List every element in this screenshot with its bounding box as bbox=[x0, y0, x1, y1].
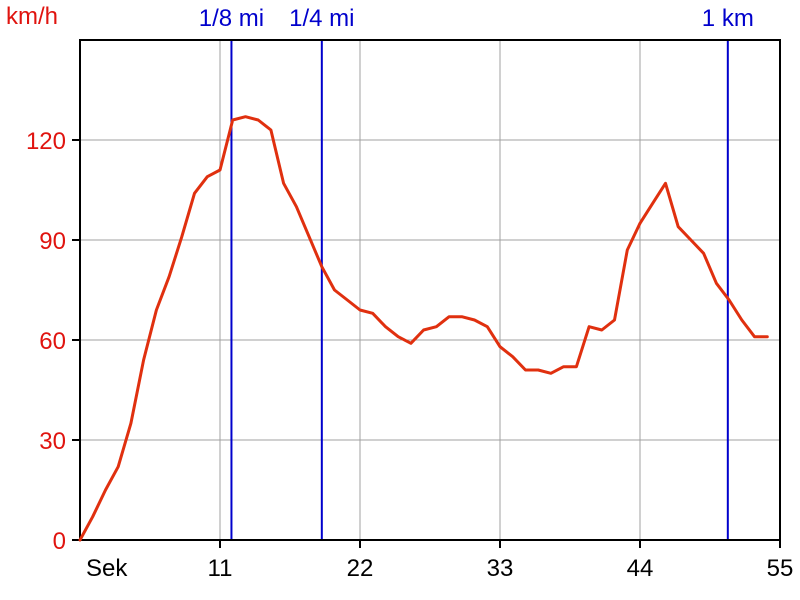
x-tick-label: 33 bbox=[487, 555, 514, 582]
distance-markers: 1/8 mi 1/4 mi 1 km bbox=[199, 5, 754, 540]
x-tick-label: 44 bbox=[627, 555, 654, 582]
x-tick-label: 22 bbox=[347, 555, 374, 582]
grid-lines bbox=[80, 40, 780, 540]
x-axis-unit-label: Sek bbox=[86, 555, 128, 582]
x-tick-label: 11 bbox=[208, 555, 233, 582]
y-tick-label: 120 bbox=[26, 128, 66, 155]
plot-border bbox=[79, 39, 781, 541]
y-tick-label: 90 bbox=[39, 228, 66, 255]
series-layer bbox=[78, 115, 769, 542]
distance-marker-label: 1/4 mi bbox=[289, 5, 354, 32]
y-tick-label: 30 bbox=[39, 428, 66, 455]
distance-marker-label: 1/8 mi bbox=[199, 5, 264, 32]
y-axis-unit-label: km/h bbox=[6, 3, 58, 30]
distance-marker-label: 1 km bbox=[702, 5, 754, 32]
y-tick-labels: 0 30 60 90 120 bbox=[26, 128, 66, 555]
x-tick-labels: 11 22 33 44 55 bbox=[208, 555, 794, 582]
speed-series-line bbox=[78, 115, 769, 542]
y-tick-label: 0 bbox=[53, 528, 66, 555]
plot-frame bbox=[72, 39, 781, 548]
y-tick-label: 60 bbox=[39, 328, 66, 355]
x-tick-label: 55 bbox=[767, 555, 794, 582]
